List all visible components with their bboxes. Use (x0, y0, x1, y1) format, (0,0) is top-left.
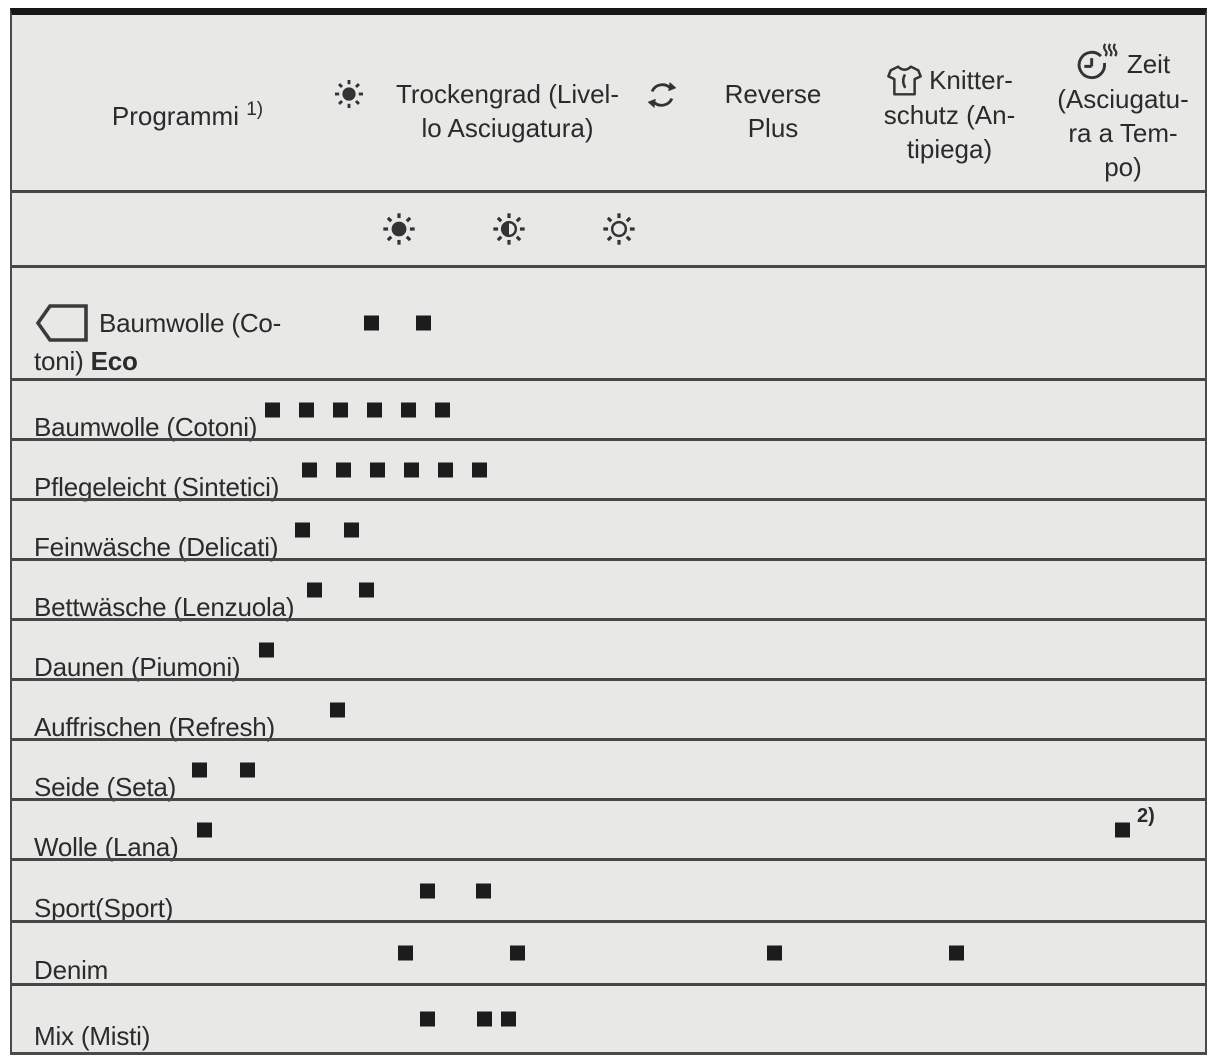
option-mark (370, 462, 385, 477)
option-mark (398, 945, 413, 961)
header-reverse-plus: Reverse Plus (644, 77, 859, 145)
option-mark (265, 402, 280, 417)
option-mark (401, 402, 416, 417)
sun-half-icon (490, 210, 528, 248)
program-label: Baumwolle (Cotoni) (34, 375, 257, 445)
option-mark (476, 883, 491, 898)
option-mark (416, 315, 431, 331)
shirt-anticrease-icon (886, 63, 923, 98)
option-mark (295, 522, 310, 537)
program-label: Bettwäsche (Lenzuola) (34, 555, 294, 625)
drying-level-row (12, 190, 1205, 265)
option-mark (299, 402, 314, 417)
program-label: Auffrischen (Refresh) (34, 675, 275, 745)
header-drying-level: Trockengrad (Livel- lo Asciugatura) (332, 77, 642, 145)
header-anticrease-label: Knitter- schutz (An- tipiega) (883, 65, 1016, 164)
option-mark (359, 582, 374, 597)
table-row: Feinwäsche (Delicati) (12, 498, 1205, 562)
clock-steam-icon (1076, 41, 1121, 82)
program-label: Denim (34, 918, 108, 988)
program-label-bold: Eco (90, 346, 138, 376)
option-mark (192, 762, 207, 777)
option-mark (344, 522, 359, 537)
option-mark (259, 642, 274, 657)
program-label-text: Mix (Misti) (34, 1021, 151, 1051)
program-label: Pflegeleicht (Sintetici) (34, 435, 279, 505)
option-mark (420, 1011, 435, 1027)
option-mark (472, 462, 487, 477)
program-label-text: Wolle (Lana) (34, 831, 179, 862)
program-label-text: Seide (Seta) (34, 771, 177, 802)
option-mark (510, 945, 525, 961)
option-mark (197, 822, 212, 837)
table-row: Daunen (Piumoni) (12, 618, 1205, 682)
table-row: Auffrischen (Refresh) (12, 678, 1205, 742)
option-mark (302, 462, 317, 477)
header-timed-drying-label: Zeit (Asciugatu- ra a Tem- po) (1057, 49, 1189, 182)
program-label-text: Bettwäsche (Lenzuola) (34, 591, 295, 622)
option-mark (420, 883, 435, 898)
footnote-ref-2: 2) (1137, 804, 1155, 827)
program-options-table: Programmi 1) Trockengrad (Livel- lo Asci… (10, 8, 1207, 1055)
header-timed-drying: Zeit (Asciugatu- ra a Tem- po) (1030, 41, 1215, 184)
option-mark (367, 402, 382, 417)
sun-filled-icon (380, 210, 418, 248)
header-programs: Programmi 1) (40, 93, 335, 133)
option-mark (333, 402, 348, 417)
table-row: Pflegeleicht (Sintetici) (12, 438, 1205, 502)
program-label-text: Pflegeleicht (Sintetici) (34, 471, 280, 502)
option-mark (364, 315, 379, 331)
option-mark (501, 1011, 516, 1027)
table-row: Seide (Seta) (12, 738, 1205, 802)
option-mark (949, 945, 964, 961)
program-label-text: Baumwolle (Co- toni) (34, 308, 282, 376)
table-row: Denim (12, 920, 1205, 985)
table-row: Mix (Misti) (12, 983, 1205, 1052)
program-label: Mix (Misti) (34, 984, 150, 1054)
header-drying-label: Trockengrad (Livel- lo Asciugatura) (395, 79, 619, 143)
eco-arrow-icon (34, 302, 90, 344)
option-mark (767, 945, 782, 961)
table-row: Sport(Sport) (12, 858, 1205, 923)
program-label-text: Sport(Sport) (34, 892, 174, 923)
program-label-text: Feinwäsche (Delicati) (34, 531, 279, 562)
option-mark (307, 582, 322, 597)
option-mark (435, 402, 450, 417)
header-anticrease: Knitter- schutz (An- tipiega) (857, 63, 1042, 166)
table-header-row: Programmi 1) Trockengrad (Livel- lo Asci… (12, 15, 1205, 190)
program-rows: Baumwolle (Co- toni) Eco Baumwolle (Coto… (12, 265, 1205, 1052)
option-mark-timed (1115, 822, 1130, 837)
program-label: Sport(Sport) (34, 856, 173, 926)
option-mark (404, 462, 419, 477)
table-row: Wolle (Lana) 2) (12, 798, 1205, 862)
program-label-text: Denim (34, 955, 109, 985)
table-row: Baumwolle (Cotoni) (12, 378, 1205, 442)
table-row: Bettwäsche (Lenzuola) (12, 558, 1205, 622)
table-row: Baumwolle (Co- toni) Eco (12, 265, 1205, 378)
program-label: Daunen (Piumoni) (34, 615, 241, 685)
option-mark (330, 702, 345, 717)
option-mark (240, 762, 255, 777)
sun-icon (332, 77, 366, 111)
sun-outline-icon (600, 210, 638, 248)
reverse-plus-icon (644, 77, 680, 113)
program-label-text: Auffrischen (Refresh) (34, 711, 275, 742)
option-mark (438, 462, 453, 477)
program-label: Feinwäsche (Delicati) (34, 495, 279, 565)
program-label: Seide (Seta) (34, 735, 176, 805)
header-reverse-label: Reverse Plus (724, 79, 822, 143)
program-label-text: Baumwolle (Cotoni) (34, 411, 258, 442)
footnote-ref-1: 1) (246, 99, 264, 120)
program-label-text: Daunen (Piumoni) (34, 651, 241, 682)
program-label: Wolle (Lana) (34, 795, 179, 865)
header-programs-label: Programmi (111, 101, 239, 131)
program-label: Baumwolle (Co- toni) Eco (34, 267, 281, 379)
option-mark (336, 462, 351, 477)
option-mark (477, 1011, 492, 1027)
